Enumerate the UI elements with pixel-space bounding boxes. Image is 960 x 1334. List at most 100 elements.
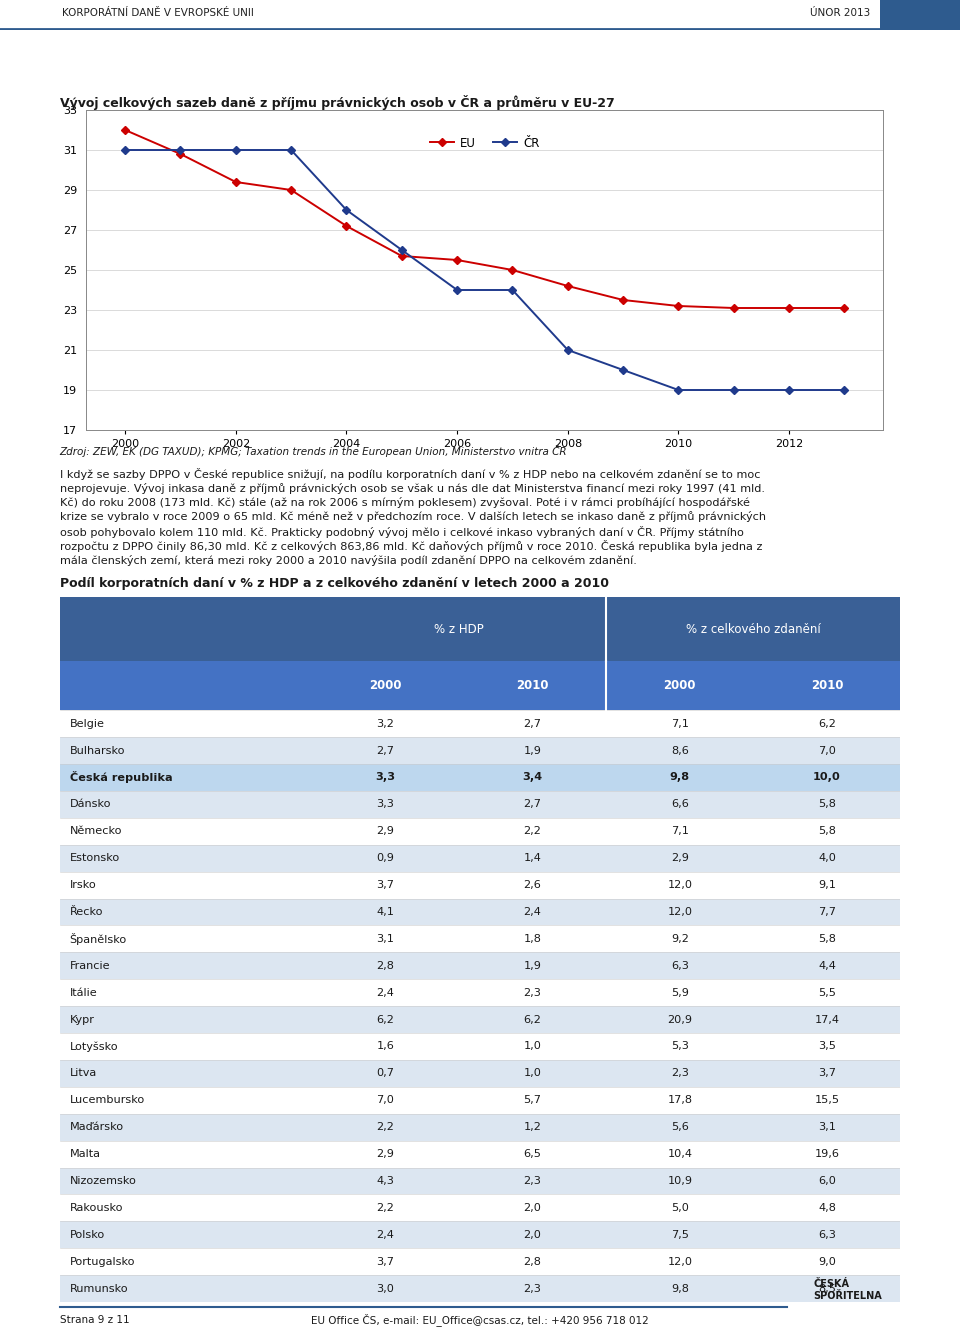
Bar — [312, 660, 459, 710]
Bar — [606, 926, 754, 952]
ČR — [839, 382, 851, 398]
Text: 9,2: 9,2 — [671, 934, 688, 944]
Text: 5,8: 5,8 — [818, 826, 836, 836]
Text: Irsko: Irsko — [70, 880, 96, 890]
EU — [451, 252, 463, 268]
Bar — [606, 660, 754, 710]
Text: 2,2: 2,2 — [523, 826, 541, 836]
Bar — [606, 1222, 754, 1249]
Text: 0,9: 0,9 — [376, 854, 395, 863]
Text: Polsko: Polsko — [70, 1230, 105, 1239]
ČR — [728, 382, 739, 398]
Bar — [60, 764, 312, 791]
Text: Španělsko: Španělsko — [70, 932, 127, 944]
Text: mála členských zemí, která mezi roky 2000 a 2010 navýšila podíl zdanění DPPO na : mála členských zemí, která mezi roky 200… — [60, 555, 636, 566]
Bar — [754, 1006, 900, 1033]
Text: 2,8: 2,8 — [523, 1257, 541, 1267]
Bar — [60, 818, 312, 844]
Bar — [459, 1194, 606, 1222]
Bar — [606, 1167, 754, 1194]
Bar — [312, 818, 459, 844]
Text: 8,6: 8,6 — [671, 746, 688, 755]
Bar — [459, 1222, 606, 1249]
Text: 9,8: 9,8 — [670, 772, 690, 783]
Text: 3,3: 3,3 — [376, 799, 395, 810]
Bar — [459, 738, 606, 764]
Text: 5,8: 5,8 — [818, 799, 836, 810]
Bar — [60, 598, 312, 660]
Bar — [459, 952, 606, 979]
Text: 1,9: 1,9 — [523, 960, 541, 971]
Text: 7,1: 7,1 — [671, 719, 688, 728]
Bar — [60, 1141, 312, 1167]
Bar — [606, 871, 754, 899]
EU — [230, 173, 242, 189]
Text: 2,3: 2,3 — [523, 987, 541, 998]
Text: % z HDP: % z HDP — [434, 623, 484, 636]
Bar — [312, 1167, 459, 1194]
Text: 8,5: 8,5 — [818, 1283, 836, 1294]
Bar — [312, 1249, 459, 1275]
Text: 4,3: 4,3 — [376, 1177, 395, 1186]
Text: 2,8: 2,8 — [376, 960, 395, 971]
ČR — [507, 281, 518, 297]
Bar — [606, 1033, 754, 1061]
Bar — [754, 926, 900, 952]
Text: Zdroj: ZEW, EK (DG TAXUD); KPMG; Taxation trends in the European Union, Minister: Zdroj: ZEW, EK (DG TAXUD); KPMG; Taxatio… — [60, 446, 567, 458]
Text: 20,9: 20,9 — [667, 1015, 692, 1025]
ČR — [119, 141, 131, 157]
Bar — [754, 979, 900, 1006]
Bar — [606, 710, 754, 738]
Text: 2,7: 2,7 — [376, 746, 395, 755]
EU — [119, 121, 131, 137]
Text: 3,1: 3,1 — [818, 1122, 836, 1133]
Text: 2010: 2010 — [810, 679, 843, 692]
Bar — [606, 952, 754, 979]
Bar — [606, 844, 754, 871]
Bar — [312, 791, 459, 818]
ČR — [783, 382, 795, 398]
Bar — [754, 1249, 900, 1275]
Text: 2,0: 2,0 — [523, 1230, 541, 1239]
Text: Litva: Litva — [70, 1069, 97, 1078]
Bar — [606, 1275, 754, 1302]
Text: 12,0: 12,0 — [667, 907, 692, 916]
EU — [839, 300, 851, 316]
Bar — [459, 899, 606, 926]
Text: 6,2: 6,2 — [818, 719, 836, 728]
Text: 4,4: 4,4 — [818, 960, 836, 971]
Bar — [60, 791, 312, 818]
Text: 3,1: 3,1 — [376, 934, 395, 944]
Text: Rumunsko: Rumunsko — [70, 1283, 129, 1294]
Text: ÚNOR 2013: ÚNOR 2013 — [810, 8, 871, 17]
Text: 9,0: 9,0 — [818, 1257, 836, 1267]
Text: 5,3: 5,3 — [671, 1042, 688, 1051]
Bar — [606, 899, 754, 926]
Bar — [606, 1249, 754, 1275]
Text: 5,9: 5,9 — [671, 987, 688, 998]
Text: 2,9: 2,9 — [376, 826, 395, 836]
Bar — [60, 1061, 312, 1087]
Bar — [459, 926, 606, 952]
Text: 2,4: 2,4 — [523, 907, 541, 916]
ČR — [617, 362, 629, 378]
ČR — [396, 241, 408, 257]
Text: 6,2: 6,2 — [523, 1015, 541, 1025]
Text: 2,6: 2,6 — [523, 880, 541, 890]
Text: 2,9: 2,9 — [376, 1149, 395, 1159]
ČR — [673, 382, 684, 398]
Bar — [606, 979, 754, 1006]
Text: 7,0: 7,0 — [818, 746, 836, 755]
Bar — [459, 871, 606, 899]
Bar — [606, 764, 754, 791]
Bar — [754, 764, 900, 791]
Text: Belgie: Belgie — [70, 719, 105, 728]
Bar — [312, 1222, 459, 1249]
Text: Itálie: Itálie — [70, 987, 97, 998]
Text: 1,8: 1,8 — [523, 934, 541, 944]
Text: Bulharsko: Bulharsko — [70, 746, 125, 755]
Text: KORPORÁTNÍ DANĚ V EVROPSKÉ UNII: KORPORÁTNÍ DANĚ V EVROPSKÉ UNII — [62, 8, 254, 17]
Bar — [459, 1275, 606, 1302]
Bar — [312, 871, 459, 899]
Bar — [754, 1167, 900, 1194]
